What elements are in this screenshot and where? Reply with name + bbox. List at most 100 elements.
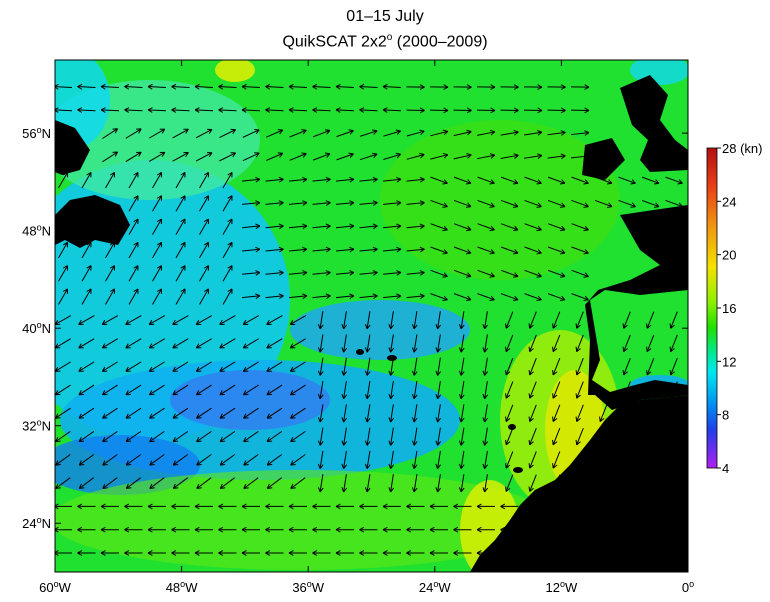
wind-vector bbox=[482, 311, 489, 330]
wind-vector bbox=[219, 361, 236, 372]
wind-vector bbox=[388, 427, 395, 446]
wind-vector bbox=[171, 107, 190, 113]
wind-vector bbox=[172, 128, 189, 139]
wind-vector bbox=[288, 550, 307, 556]
wind-vector bbox=[458, 404, 465, 423]
wind-vector bbox=[243, 430, 259, 443]
wind-vector bbox=[312, 107, 331, 113]
wind-vector bbox=[359, 200, 378, 206]
wind-vector bbox=[482, 404, 489, 423]
wind-vector bbox=[175, 241, 186, 259]
wind-vector bbox=[196, 430, 212, 443]
wind-vector bbox=[646, 381, 655, 399]
wind-vector bbox=[570, 153, 590, 160]
wind-vector bbox=[430, 269, 448, 278]
colorbar-ticks: 28 (kn) 24 20 16 12 8 4 bbox=[717, 141, 762, 476]
wind-vector bbox=[453, 129, 472, 137]
wind-vector bbox=[147, 526, 166, 533]
wind-vector bbox=[125, 384, 142, 396]
wind-vector bbox=[669, 311, 678, 329]
land-masses bbox=[55, 75, 688, 572]
wind-vector bbox=[411, 380, 418, 400]
wind-vector bbox=[312, 503, 331, 510]
wind-vector bbox=[453, 503, 472, 510]
wind-vector bbox=[289, 152, 307, 161]
wind-vector bbox=[102, 454, 118, 466]
wind-vector bbox=[528, 311, 537, 329]
wind-vector bbox=[429, 107, 449, 114]
wind-vector bbox=[194, 550, 213, 556]
wind-vector bbox=[172, 315, 189, 325]
wind-vector bbox=[290, 430, 306, 443]
lon-tick-label: 48oW bbox=[166, 579, 198, 595]
wind-vector bbox=[128, 288, 139, 305]
wind-vector bbox=[505, 381, 514, 399]
wind-vector bbox=[77, 107, 96, 113]
wind-vector bbox=[524, 223, 542, 232]
wind-vector bbox=[218, 107, 237, 113]
lat-tick-label: 32oN bbox=[22, 418, 51, 434]
wind-vector bbox=[78, 361, 95, 372]
wind-vector bbox=[266, 454, 283, 466]
wind-vector bbox=[124, 503, 143, 510]
wind-vector bbox=[219, 384, 236, 396]
wind-vector bbox=[523, 503, 542, 510]
colorbar-ramp bbox=[706, 147, 718, 469]
wind-vector bbox=[222, 265, 233, 282]
wind-vector bbox=[195, 128, 213, 139]
wind-vector bbox=[523, 84, 543, 90]
wind-vector bbox=[55, 550, 72, 556]
wind-vector bbox=[500, 223, 519, 232]
wind-vector bbox=[524, 153, 543, 159]
axis-ticks: 56oN 48oN 40oN 32oN 24oN 60oW 48oW 36oW 24oW 12oW… bbox=[22, 60, 694, 595]
wind-vector bbox=[552, 334, 561, 353]
wind-vector bbox=[359, 503, 378, 510]
wind-vector bbox=[199, 218, 209, 235]
colorbar-tick-label: 16 bbox=[722, 301, 736, 316]
wind-vector bbox=[359, 246, 378, 253]
wind-vector bbox=[622, 381, 631, 399]
wind-vector bbox=[435, 450, 442, 469]
wind-vector bbox=[458, 357, 465, 376]
wind-vector bbox=[199, 265, 209, 282]
wind-vector bbox=[524, 176, 542, 185]
wind-vector bbox=[411, 334, 418, 353]
wind-vector bbox=[575, 451, 584, 469]
wind-vector bbox=[528, 358, 537, 376]
wind-vector bbox=[571, 199, 589, 208]
wind-vector bbox=[618, 176, 636, 185]
wind-vector bbox=[312, 176, 331, 183]
wind-vector bbox=[458, 427, 465, 446]
wind-vector bbox=[288, 107, 308, 113]
wind-vector bbox=[335, 503, 354, 510]
wind-vector bbox=[669, 358, 678, 376]
wind-vector bbox=[599, 404, 608, 422]
wind-vector bbox=[152, 241, 162, 259]
wind-vector bbox=[505, 334, 514, 353]
wind-vector bbox=[528, 334, 537, 353]
wind-vector bbox=[196, 454, 212, 466]
wind-vector bbox=[265, 293, 284, 300]
wind-vector bbox=[364, 380, 371, 400]
wind-vector bbox=[219, 152, 236, 162]
wind-vector bbox=[406, 246, 425, 253]
wind-vector bbox=[523, 107, 543, 114]
wind-vector bbox=[435, 311, 442, 330]
wind-vector bbox=[430, 293, 448, 302]
wind-vector bbox=[528, 427, 537, 446]
wind-vector bbox=[222, 218, 233, 235]
wind-vector bbox=[547, 269, 566, 278]
wind-vector bbox=[241, 526, 260, 533]
wind-vector bbox=[317, 474, 324, 493]
lat-tick-label: 24oN bbox=[22, 515, 51, 531]
wind-vector bbox=[500, 199, 519, 208]
wind-vector bbox=[575, 334, 584, 353]
wind-vector bbox=[290, 454, 306, 466]
wind-vector bbox=[242, 338, 259, 349]
wind-vector bbox=[128, 195, 139, 212]
wind-vector bbox=[665, 199, 683, 208]
wind-vector bbox=[125, 407, 142, 419]
wind-vector bbox=[149, 454, 165, 466]
wind-vector bbox=[105, 288, 115, 305]
wind-vector bbox=[222, 241, 233, 259]
